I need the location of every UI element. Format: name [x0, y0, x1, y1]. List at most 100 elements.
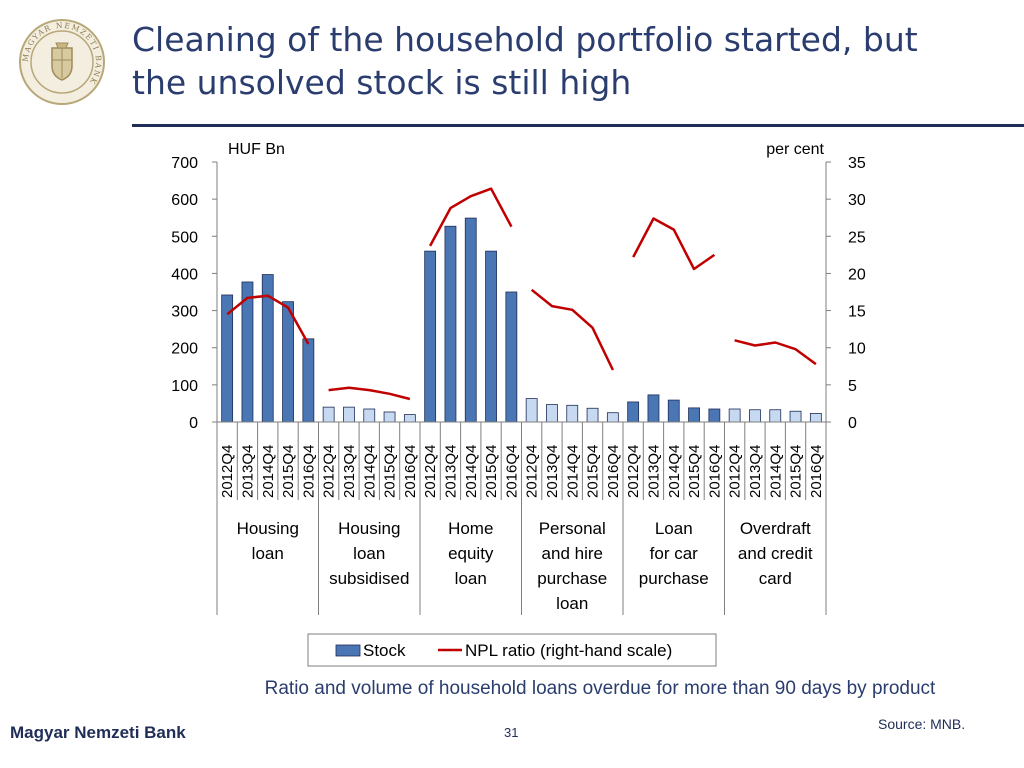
stock-bar	[383, 411, 396, 423]
period-tick-label: 2014Q4	[564, 445, 581, 498]
stock-bar	[728, 408, 741, 423]
period-tick-label: 2013Q4	[544, 445, 561, 498]
title-line-1: Cleaning of the household portfolio star…	[132, 20, 918, 59]
product-group-label: and credit	[738, 544, 813, 563]
period-tick-label: 2012Q4	[524, 445, 541, 498]
stock-bar	[809, 413, 822, 423]
period-tick-label: 2016Q4	[706, 445, 723, 498]
period-tick-label: 2014Q4	[463, 445, 480, 498]
product-group-label: loan	[455, 569, 487, 588]
stock-bar	[586, 407, 599, 423]
stock-bar	[667, 399, 680, 423]
period-tick-label: 2016Q4	[402, 445, 419, 498]
period-tick-label: 2012Q4	[625, 445, 642, 498]
left-tick-label: 700	[171, 155, 198, 172]
period-tick-label: 2013Q4	[442, 445, 459, 498]
period-tick-label: 2016Q4	[605, 445, 622, 498]
stock-bar	[566, 404, 579, 423]
right-tick-label: 5	[848, 378, 857, 395]
stock-bar	[363, 408, 376, 423]
period-tick-label: 2012Q4	[321, 445, 338, 498]
legend-stock-swatch	[335, 644, 361, 657]
period-tick-label: 2012Q4	[727, 445, 744, 498]
product-group-label: card	[759, 569, 792, 588]
period-tick-label: 2015Q4	[382, 445, 399, 498]
product-group-label: subsidised	[329, 569, 409, 588]
product-group-label: purchase	[639, 569, 709, 588]
stock-bar	[546, 404, 558, 423]
title-line-2: the unsolved stock is still high	[132, 63, 632, 102]
period-tick-label: 2015Q4	[686, 445, 703, 498]
right-tick-label: 30	[848, 192, 866, 209]
period-tick-label: 2013Q4	[645, 445, 662, 498]
left-tick-label: 300	[171, 304, 198, 321]
legend-box	[307, 633, 717, 667]
mnb-logo: MAGYAR NEMZETI BANK	[19, 19, 105, 105]
stock-bar	[343, 406, 355, 423]
period-tick-label: 2012Q4	[219, 445, 236, 498]
stock-bar	[627, 401, 640, 423]
stock-bar	[647, 394, 660, 423]
period-tick-label: 2015Q4	[585, 445, 602, 498]
period-tick-label: 2016Q4	[300, 445, 317, 498]
legend-npl-label: NPL ratio (right-hand scale)	[465, 641, 672, 660]
npl-ratio-line	[632, 217, 716, 271]
period-tick-label: 2014Q4	[767, 445, 784, 498]
product-group-label: Housing	[338, 519, 400, 538]
stock-bar	[769, 409, 782, 423]
stock-bar	[444, 225, 457, 423]
right-tick-label: 20	[848, 266, 866, 283]
period-tick-label: 2016Q4	[503, 445, 520, 498]
right-tick-label: 35	[848, 155, 866, 172]
product-group-label: and hire	[542, 544, 603, 563]
legend-stock-label: Stock	[363, 641, 406, 660]
period-tick-label: 2014Q4	[260, 445, 277, 498]
period-tick-label: 2015Q4	[788, 445, 805, 498]
page-title: Cleaning of the household portfolio star…	[132, 18, 992, 104]
source-note: Source: MNB.	[878, 716, 966, 732]
right-tick-label: 0	[848, 415, 857, 432]
stock-bar	[688, 407, 700, 423]
product-group-label: Overdraft	[740, 519, 811, 538]
product-group-label: loan	[353, 544, 385, 563]
stock-bar	[241, 281, 254, 423]
stock-bar	[525, 398, 538, 423]
left-tick-label: 600	[171, 192, 198, 209]
period-tick-label: 2016Q4	[808, 445, 825, 498]
period-tick-label: 2013Q4	[341, 445, 358, 498]
product-group-label: Home	[448, 519, 493, 538]
stock-bar	[282, 301, 294, 423]
period-tick-label: 2012Q4	[422, 445, 439, 498]
bank-name: Magyar Nemzeti Bank	[10, 723, 186, 742]
left-tick-label: 100	[171, 378, 198, 395]
product-group-label: for car	[650, 544, 699, 563]
title-divider	[132, 124, 1024, 127]
product-group-label: Personal	[539, 519, 606, 538]
product-group-label: equity	[448, 544, 494, 563]
stock-bar	[302, 338, 315, 423]
period-tick-label: 2013Q4	[239, 445, 256, 498]
period-tick-label: 2014Q4	[666, 445, 683, 498]
stock-bar	[464, 217, 477, 423]
period-tick-label: 2013Q4	[747, 445, 764, 498]
left-tick-label: 500	[171, 229, 198, 246]
left-tick-label: 0	[189, 415, 198, 432]
stock-bar	[485, 250, 497, 423]
product-group-label: Loan	[655, 519, 693, 538]
npl-ratio-line	[328, 386, 411, 401]
chart-caption: Ratio and volume of household loans over…	[264, 678, 936, 699]
right-axis-label: per cent	[766, 141, 824, 158]
stock-bar	[708, 408, 721, 423]
product-group-label: loan	[252, 544, 284, 563]
product-group-label: Housing	[237, 519, 299, 538]
right-tick-label: 15	[848, 304, 866, 321]
npl-ratio-line	[428, 187, 513, 247]
stock-bar	[424, 250, 437, 423]
product-group-label: purchase	[537, 569, 607, 588]
right-tick-label: 10	[848, 341, 866, 358]
stock-bar	[749, 409, 761, 423]
period-tick-label: 2015Q4	[483, 445, 500, 498]
left-tick-label: 400	[171, 266, 198, 283]
left-tick-label: 200	[171, 341, 198, 358]
